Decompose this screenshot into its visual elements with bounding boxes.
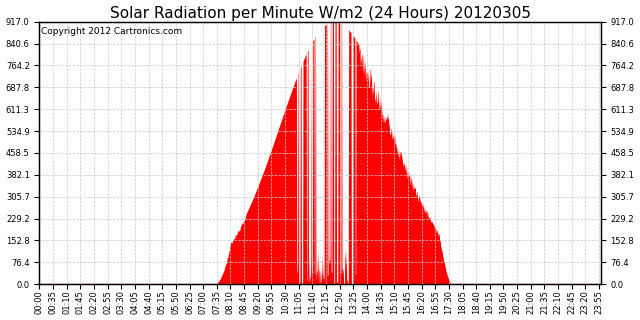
Title: Solar Radiation per Minute W/m2 (24 Hours) 20120305: Solar Radiation per Minute W/m2 (24 Hour… — [109, 5, 531, 20]
Text: Copyright 2012 Cartronics.com: Copyright 2012 Cartronics.com — [40, 27, 182, 36]
